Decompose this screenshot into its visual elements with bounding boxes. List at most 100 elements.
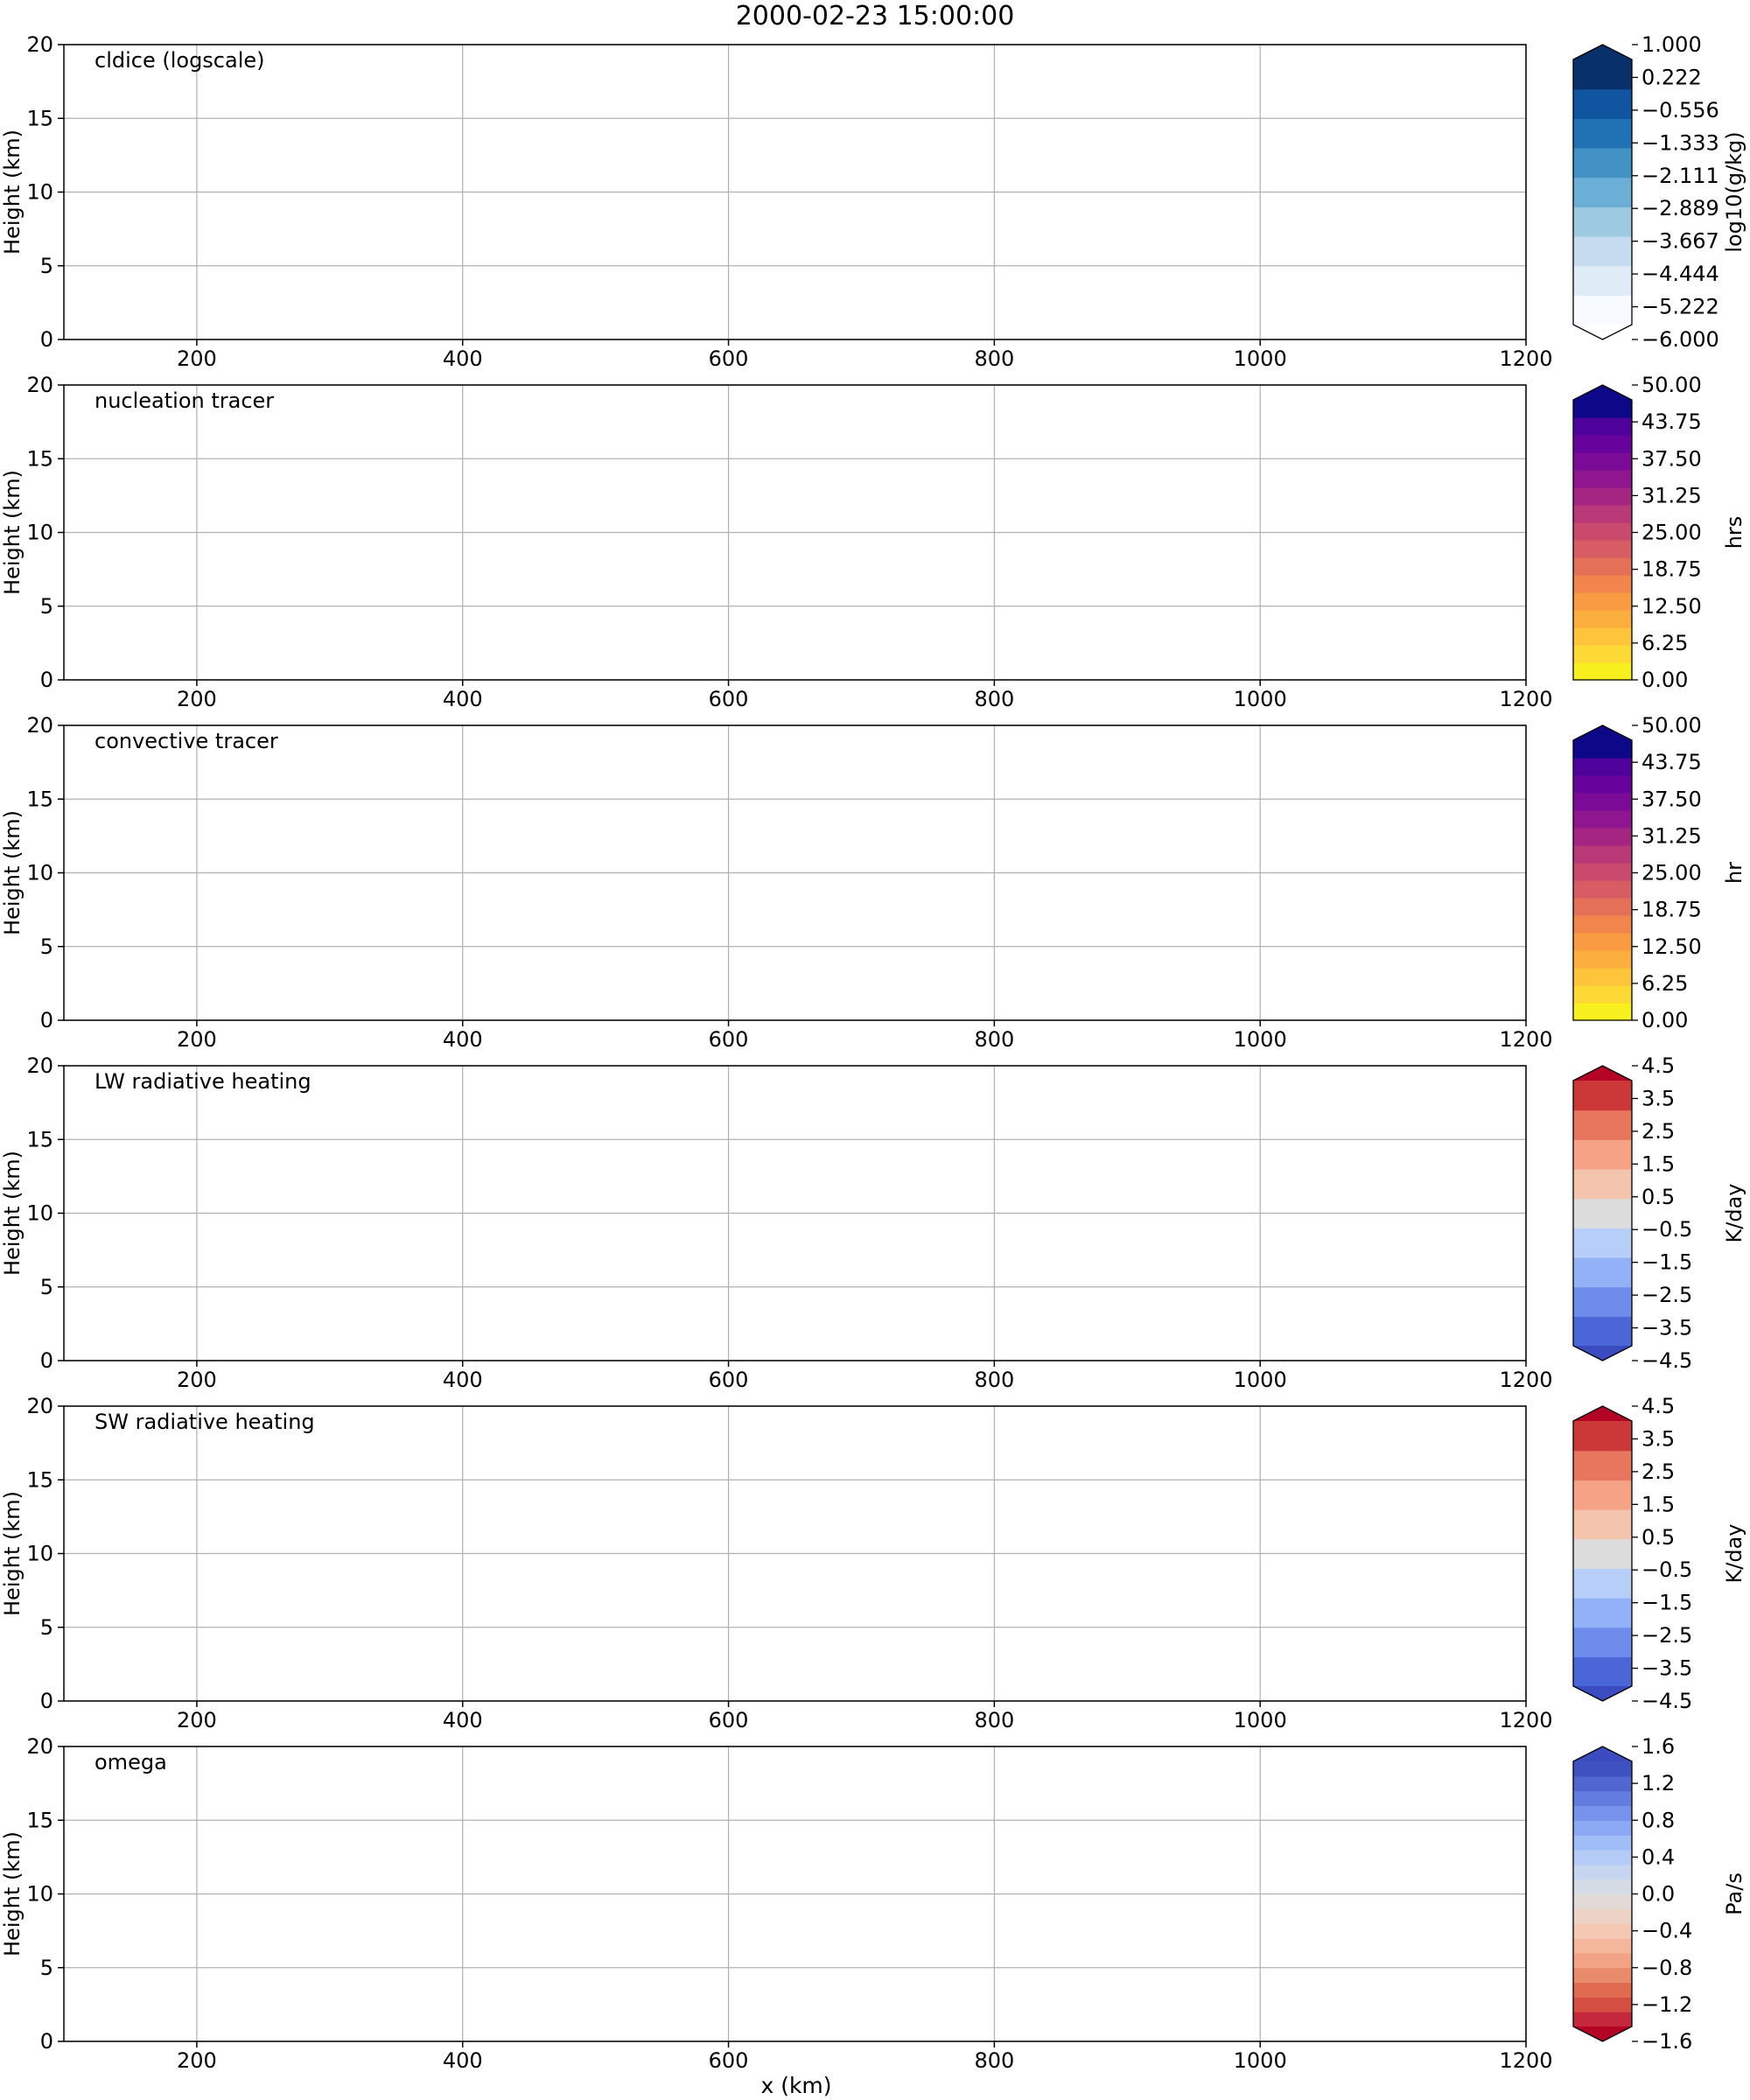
y-tick-label: 20 (26, 1734, 53, 1759)
panel-label: LW radiative heating (94, 1069, 312, 1094)
colorbar-swatch (1573, 933, 1632, 951)
x-tick-label: 400 (443, 1368, 483, 1392)
colorbar-tick-label: 0.00 (1642, 668, 1688, 692)
colorbar-swatch (1573, 898, 1632, 916)
y-tick-label: 15 (26, 1127, 53, 1152)
colorbar-swatch (1573, 60, 1632, 90)
colorbar: 4.5 3.5 2.5 1.5 0.5 −0.5 −1.5 −2.5 −3.5 −4.5 K/day (1572, 1054, 1746, 1373)
colorbar-tick-label: 18.75 (1642, 898, 1702, 922)
colorbar-outline (1572, 1746, 1633, 2042)
colorbar-tick-label: −1.5 (1642, 1591, 1692, 1615)
colorbar-swatch (1573, 1805, 1632, 1821)
colorbar-swatch (1573, 775, 1632, 794)
colorbar-outline (1572, 724, 1633, 1021)
colorbar-swatch (1573, 1835, 1632, 1851)
colorbar-tick-label: −1.6 (1642, 2029, 1692, 2054)
colorbar-swatch (1573, 1790, 1632, 1807)
y-tick-label: 15 (26, 787, 53, 811)
colorbar-tick-label: −2.5 (1642, 1283, 1692, 1307)
y-tick-label: 0 (40, 1008, 53, 1032)
colorbar-tick-label: −0.556 (1642, 98, 1719, 122)
y-tick-label: 10 (26, 1882, 53, 1907)
colorbar-swatch (1573, 627, 1632, 646)
x-tick-label: 600 (709, 2048, 749, 2073)
colorbar: 1.000 0.222 −0.556 −1.333 −2.111 −2.889 −3.667… (1572, 32, 1746, 352)
colorbar-swatch (1573, 662, 1632, 681)
colorbar-tick-label: 43.75 (1642, 410, 1702, 434)
x-tick-label: 200 (177, 346, 217, 371)
y-tick-label: 5 (40, 1275, 53, 1299)
colorbar-swatch (1573, 1761, 1632, 1777)
colorbar-label: hr (1722, 862, 1746, 884)
colorbar-swatch (1573, 1820, 1632, 1836)
colorbar-extend-high (1573, 1066, 1632, 1081)
x-tick-label: 200 (177, 687, 217, 711)
colorbar-tick-label: −5.222 (1642, 295, 1719, 319)
colorbar-swatch (1573, 1421, 1632, 1452)
y-tick-label: 15 (26, 1467, 53, 1492)
panel: 200 400 600 800 1000 1200 0 5 10 15 20 Height (km) o… (0, 1734, 1746, 2073)
y-tick-label: 5 (40, 254, 53, 278)
colorbar-swatch (1573, 1286, 1632, 1317)
panel: 200 400 600 800 1000 1200 0 5 10 15 20 Height (km) n… (0, 373, 1746, 711)
colorbar-tick-label: −0.8 (1642, 1956, 1692, 1980)
colorbar-swatch (1573, 522, 1632, 541)
y-axis-label: Height (km) (0, 1831, 24, 1956)
y-tick-label: 5 (40, 594, 53, 619)
colorbar-swatch (1573, 1110, 1632, 1140)
colorbar-swatch (1573, 1967, 1632, 1984)
y-axis-label: Height (km) (0, 470, 24, 595)
colorbar-swatch (1573, 1257, 1632, 1288)
colorbar-swatch (1573, 2012, 1632, 2027)
x-tick-label: 400 (443, 2048, 483, 2073)
x-tick-label: 1000 (1234, 346, 1287, 371)
colorbar-tick-label: 1.5 (1642, 1152, 1675, 1176)
colorbar-swatch (1573, 1228, 1632, 1258)
panel: 200 400 600 800 1000 1200 0 5 10 15 20 Height (km) L… (0, 1054, 1746, 1392)
colorbar-swatch (1573, 1169, 1632, 1200)
colorbar-tick-label: −3.5 (1642, 1316, 1692, 1340)
colorbar-tick-label: 4.5 (1642, 1394, 1675, 1418)
colorbar-swatch (1573, 1894, 1632, 1909)
y-tick-label: 10 (26, 1542, 53, 1566)
colorbar-swatch (1573, 1997, 1632, 2012)
colorbar-tick-label: 25.00 (1642, 861, 1702, 886)
colorbar-tick-label: −0.4 (1642, 1919, 1692, 1943)
colorbar-swatch (1573, 1509, 1632, 1540)
colorbar-tick-label: 2.5 (1642, 1119, 1675, 1144)
colorbar-swatch (1573, 417, 1632, 436)
colorbar-tick-label: −2.111 (1642, 164, 1719, 188)
colorbar-swatch (1573, 1568, 1632, 1599)
colorbar-tick-label: 18.75 (1642, 557, 1702, 582)
colorbar-swatch (1573, 1450, 1632, 1480)
x-tick-label: 400 (443, 1027, 483, 1052)
colorbar-swatch (1573, 1480, 1632, 1510)
colorbar-tick-label: 31.25 (1642, 823, 1702, 848)
colorbar-extend-high (1573, 45, 1632, 60)
colorbar-tick-label: −3.667 (1642, 229, 1719, 254)
figure-title: 2000-02-23 15:00:00 (736, 1, 1015, 32)
x-tick-label: 1000 (1234, 687, 1287, 711)
colorbar-tick-label: −4.5 (1642, 1689, 1692, 1713)
colorbar-extend-low (1573, 1346, 1632, 1361)
y-tick-label: 0 (40, 327, 53, 352)
colorbar-swatch (1573, 950, 1632, 969)
x-tick-label: 200 (177, 1027, 217, 1052)
y-axis-label: Height (km) (0, 130, 24, 255)
x-tick-label: 1200 (1499, 346, 1552, 371)
colorbar-swatch (1573, 1598, 1632, 1628)
colorbar-swatch (1573, 505, 1632, 523)
figure-xlabel: x (km) (760, 2073, 831, 2098)
x-tick-label: 1200 (1499, 1368, 1552, 1392)
colorbar: 50.00 43.75 37.50 31.25 25.00 18.75 12.50 6.25 0… (1572, 373, 1746, 692)
y-tick-label: 20 (26, 713, 53, 738)
y-tick-label: 20 (26, 1054, 53, 1078)
x-tick-label: 600 (709, 1027, 749, 1052)
x-tick-label: 600 (709, 687, 749, 711)
colorbar-swatch (1573, 968, 1632, 986)
y-tick-label: 10 (26, 1201, 53, 1226)
colorbar: 50.00 43.75 37.50 31.25 25.00 18.75 12.50 6.25 0… (1572, 713, 1746, 1032)
y-tick-label: 15 (26, 1808, 53, 1832)
y-tick-label: 5 (40, 1615, 53, 1640)
colorbar-swatch (1573, 1538, 1632, 1569)
